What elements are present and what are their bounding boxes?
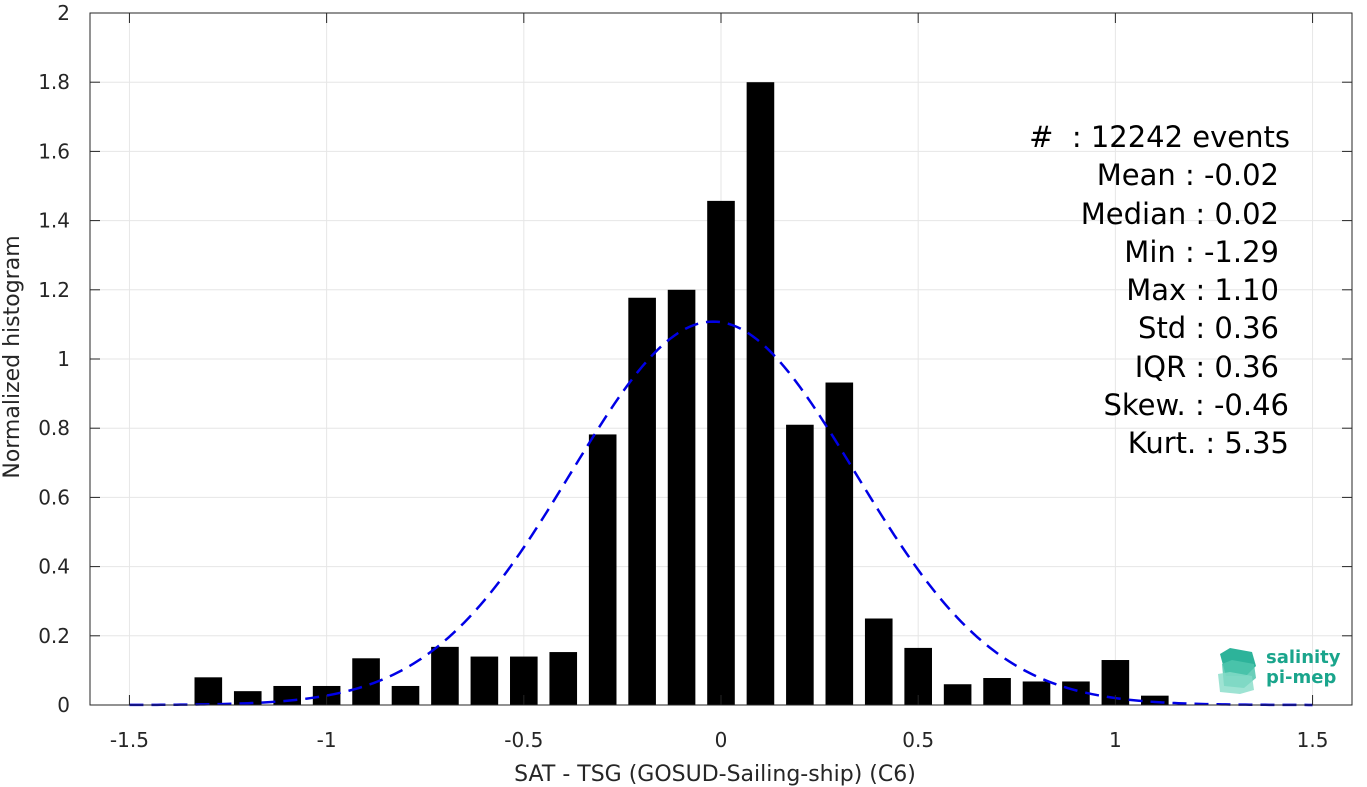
statistics-panel: # : 12242 events Mean : -0.02 Median : 0… — [1029, 118, 1290, 463]
y-tick-label: 0.6 — [38, 485, 70, 509]
histogram-bar — [628, 297, 656, 705]
stat-skew: Skew. : -0.46 — [1103, 388, 1289, 423]
histogram-bar — [470, 656, 499, 705]
x-tick-labels: -1.5 -1 -0.5 0 0.5 1 1.5 — [110, 728, 1329, 752]
histogram-bar — [273, 685, 301, 705]
stat-kurt: Kurt. : 5.35 — [1127, 426, 1289, 461]
histogram-bar — [431, 646, 459, 705]
histogram-bar — [588, 434, 617, 705]
y-tick-label: 0 — [57, 693, 70, 717]
histogram-bar — [1141, 695, 1169, 705]
x-tick-label: -1 — [317, 728, 337, 752]
histogram-bar — [549, 652, 578, 705]
histogram-bar — [825, 382, 854, 705]
wave-icon — [1218, 648, 1256, 694]
y-axis-label: Normalized histogram — [0, 235, 25, 478]
stat-min: Min : -1.29 — [1124, 234, 1279, 269]
y-tick-label: 2 — [57, 1, 70, 25]
histogram-bar — [1022, 681, 1051, 705]
logo-line-1: salinity — [1266, 647, 1341, 668]
histogram-bar — [707, 200, 735, 706]
histogram-bar — [391, 685, 420, 705]
y-tick-label: 0.2 — [38, 624, 70, 648]
x-tick-label: 0 — [715, 728, 728, 752]
histogram-bar — [786, 424, 814, 705]
x-tick-label: -0.5 — [504, 728, 543, 752]
axis-ticks — [90, 12, 1352, 706]
y-tick-label: 1 — [57, 347, 70, 371]
histogram-bar — [194, 677, 223, 705]
y-tick-labels: 0 0.2 0.4 0.6 0.8 1 1.2 1.4 1.6 1.8 2 — [38, 1, 70, 717]
histogram-bar — [746, 82, 775, 705]
y-tick-label: 1.6 — [38, 139, 70, 163]
y-tick-label: 0.4 — [38, 555, 70, 579]
stat-events: # : 12242 events — [1029, 120, 1290, 154]
x-tick-label: 1.5 — [1297, 728, 1329, 752]
x-tick-label: -1.5 — [110, 728, 149, 752]
y-tick-label: 1.8 — [38, 70, 70, 94]
x-tick-label: 1 — [1109, 728, 1122, 752]
x-tick-label: 0.5 — [902, 728, 934, 752]
histogram-bar — [983, 678, 1011, 705]
stat-mean: Mean : -0.02 — [1096, 158, 1279, 193]
y-tick-label: 1.4 — [38, 209, 70, 233]
stat-median: Median : 0.02 — [1080, 196, 1279, 231]
salinity-pi-mep-logo: salinity pi-mep — [1216, 646, 1346, 694]
histogram-bar — [864, 618, 893, 705]
stat-std: Std : 0.36 — [1138, 311, 1279, 346]
stat-iqr: IQR : 0.36 — [1134, 349, 1279, 384]
y-tick-label: 0.8 — [38, 416, 70, 440]
histogram-bar — [943, 684, 972, 705]
histogram-bar — [667, 289, 696, 705]
histogram-bar — [233, 691, 262, 705]
logo-line-2: pi-mep — [1266, 667, 1337, 688]
histogram-bars — [194, 82, 1169, 706]
x-axis-label: SAT - TSG (GOSUD-Sailing-ship) (C6) — [514, 762, 916, 787]
y-tick-label: 1.2 — [38, 278, 70, 302]
stat-max: Max : 1.10 — [1126, 273, 1279, 308]
